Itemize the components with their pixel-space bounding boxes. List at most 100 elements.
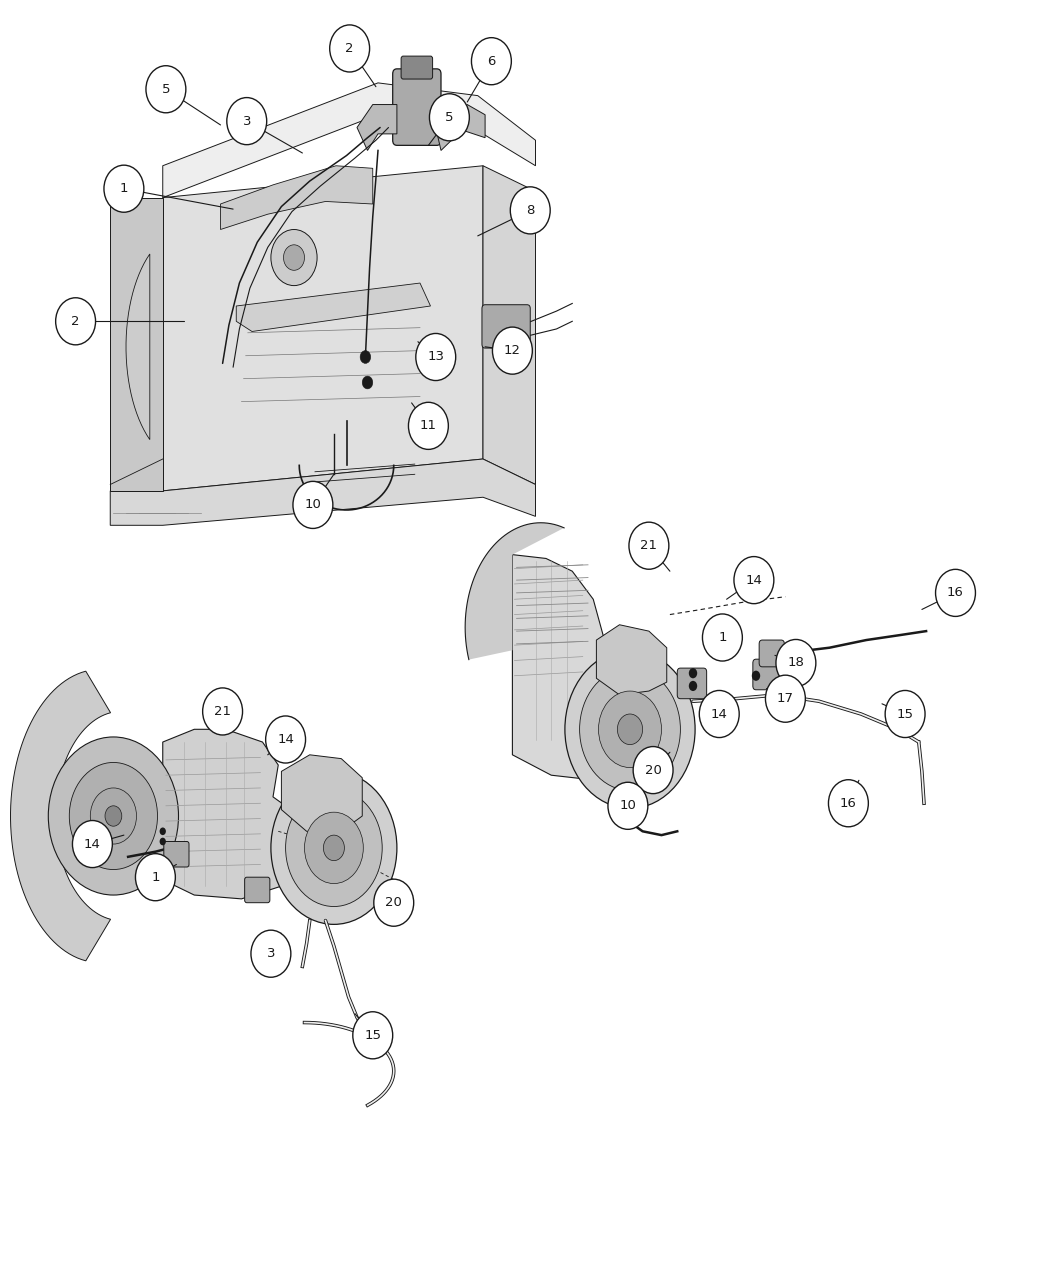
Circle shape xyxy=(689,681,697,691)
Text: 18: 18 xyxy=(788,657,804,669)
Polygon shape xyxy=(281,755,362,831)
Ellipse shape xyxy=(330,26,370,71)
Ellipse shape xyxy=(72,821,112,867)
Polygon shape xyxy=(512,555,628,780)
Text: 14: 14 xyxy=(711,708,728,720)
Text: 21: 21 xyxy=(640,539,657,552)
Text: 3: 3 xyxy=(243,115,251,128)
Polygon shape xyxy=(465,523,564,659)
Circle shape xyxy=(286,789,382,907)
Polygon shape xyxy=(483,166,536,484)
Text: 3: 3 xyxy=(267,947,275,960)
Polygon shape xyxy=(163,166,483,491)
Circle shape xyxy=(617,714,643,745)
Text: 14: 14 xyxy=(746,574,762,586)
Ellipse shape xyxy=(776,640,816,686)
Text: 1: 1 xyxy=(718,631,727,644)
Ellipse shape xyxy=(629,523,669,569)
Text: 12: 12 xyxy=(504,344,521,357)
Circle shape xyxy=(304,812,363,884)
Circle shape xyxy=(752,671,760,681)
Text: 1: 1 xyxy=(120,182,128,195)
Ellipse shape xyxy=(492,328,532,374)
Text: 5: 5 xyxy=(162,83,170,96)
Ellipse shape xyxy=(293,482,333,528)
Circle shape xyxy=(271,230,317,286)
Ellipse shape xyxy=(251,931,291,977)
Ellipse shape xyxy=(416,334,456,380)
Text: 10: 10 xyxy=(620,799,636,812)
Text: 8: 8 xyxy=(526,204,534,217)
Ellipse shape xyxy=(702,615,742,660)
Ellipse shape xyxy=(135,854,175,900)
Text: 17: 17 xyxy=(777,692,794,705)
Polygon shape xyxy=(220,166,373,230)
FancyBboxPatch shape xyxy=(401,56,433,79)
Circle shape xyxy=(105,806,122,826)
FancyBboxPatch shape xyxy=(482,305,530,348)
Polygon shape xyxy=(236,283,430,332)
Ellipse shape xyxy=(227,98,267,144)
Ellipse shape xyxy=(374,880,414,926)
Text: 11: 11 xyxy=(420,419,437,432)
Text: 14: 14 xyxy=(84,838,101,850)
Ellipse shape xyxy=(510,187,550,233)
Text: 20: 20 xyxy=(385,896,402,909)
Text: 14: 14 xyxy=(277,733,294,746)
Ellipse shape xyxy=(146,66,186,112)
Text: 5: 5 xyxy=(445,111,454,124)
Circle shape xyxy=(160,827,166,835)
Circle shape xyxy=(580,668,680,790)
Circle shape xyxy=(323,835,344,861)
Circle shape xyxy=(69,762,158,870)
Text: 15: 15 xyxy=(897,708,914,720)
Ellipse shape xyxy=(408,403,448,449)
Circle shape xyxy=(360,351,371,363)
Polygon shape xyxy=(357,105,397,150)
Circle shape xyxy=(598,691,662,768)
Polygon shape xyxy=(110,198,163,491)
Ellipse shape xyxy=(633,747,673,793)
FancyBboxPatch shape xyxy=(753,659,782,690)
Text: 2: 2 xyxy=(345,42,354,55)
Ellipse shape xyxy=(885,691,925,737)
Text: 6: 6 xyxy=(487,55,496,68)
Circle shape xyxy=(565,650,695,808)
Text: 16: 16 xyxy=(840,797,857,810)
Ellipse shape xyxy=(266,717,306,762)
Polygon shape xyxy=(163,83,536,198)
Ellipse shape xyxy=(608,783,648,829)
Ellipse shape xyxy=(828,780,868,826)
FancyBboxPatch shape xyxy=(759,640,784,667)
Circle shape xyxy=(689,668,697,678)
Circle shape xyxy=(362,376,373,389)
Ellipse shape xyxy=(765,676,805,722)
Polygon shape xyxy=(110,459,536,525)
Text: 2: 2 xyxy=(71,315,80,328)
Text: 10: 10 xyxy=(304,499,321,511)
Text: 16: 16 xyxy=(947,586,964,599)
Circle shape xyxy=(271,771,397,924)
FancyBboxPatch shape xyxy=(164,842,189,867)
FancyBboxPatch shape xyxy=(245,877,270,903)
Polygon shape xyxy=(10,671,110,961)
Ellipse shape xyxy=(699,691,739,737)
Polygon shape xyxy=(436,105,485,150)
Circle shape xyxy=(160,838,166,845)
FancyBboxPatch shape xyxy=(393,69,441,145)
Polygon shape xyxy=(163,729,310,899)
Text: 1: 1 xyxy=(151,871,160,884)
Ellipse shape xyxy=(429,94,469,140)
Ellipse shape xyxy=(104,166,144,212)
Ellipse shape xyxy=(56,298,96,344)
Text: 21: 21 xyxy=(214,705,231,718)
Circle shape xyxy=(284,245,304,270)
Text: 20: 20 xyxy=(645,764,662,776)
Ellipse shape xyxy=(734,557,774,603)
Ellipse shape xyxy=(353,1012,393,1058)
Circle shape xyxy=(90,788,136,844)
Text: 13: 13 xyxy=(427,351,444,363)
Text: 15: 15 xyxy=(364,1029,381,1042)
Ellipse shape xyxy=(203,688,243,734)
FancyBboxPatch shape xyxy=(677,668,707,699)
